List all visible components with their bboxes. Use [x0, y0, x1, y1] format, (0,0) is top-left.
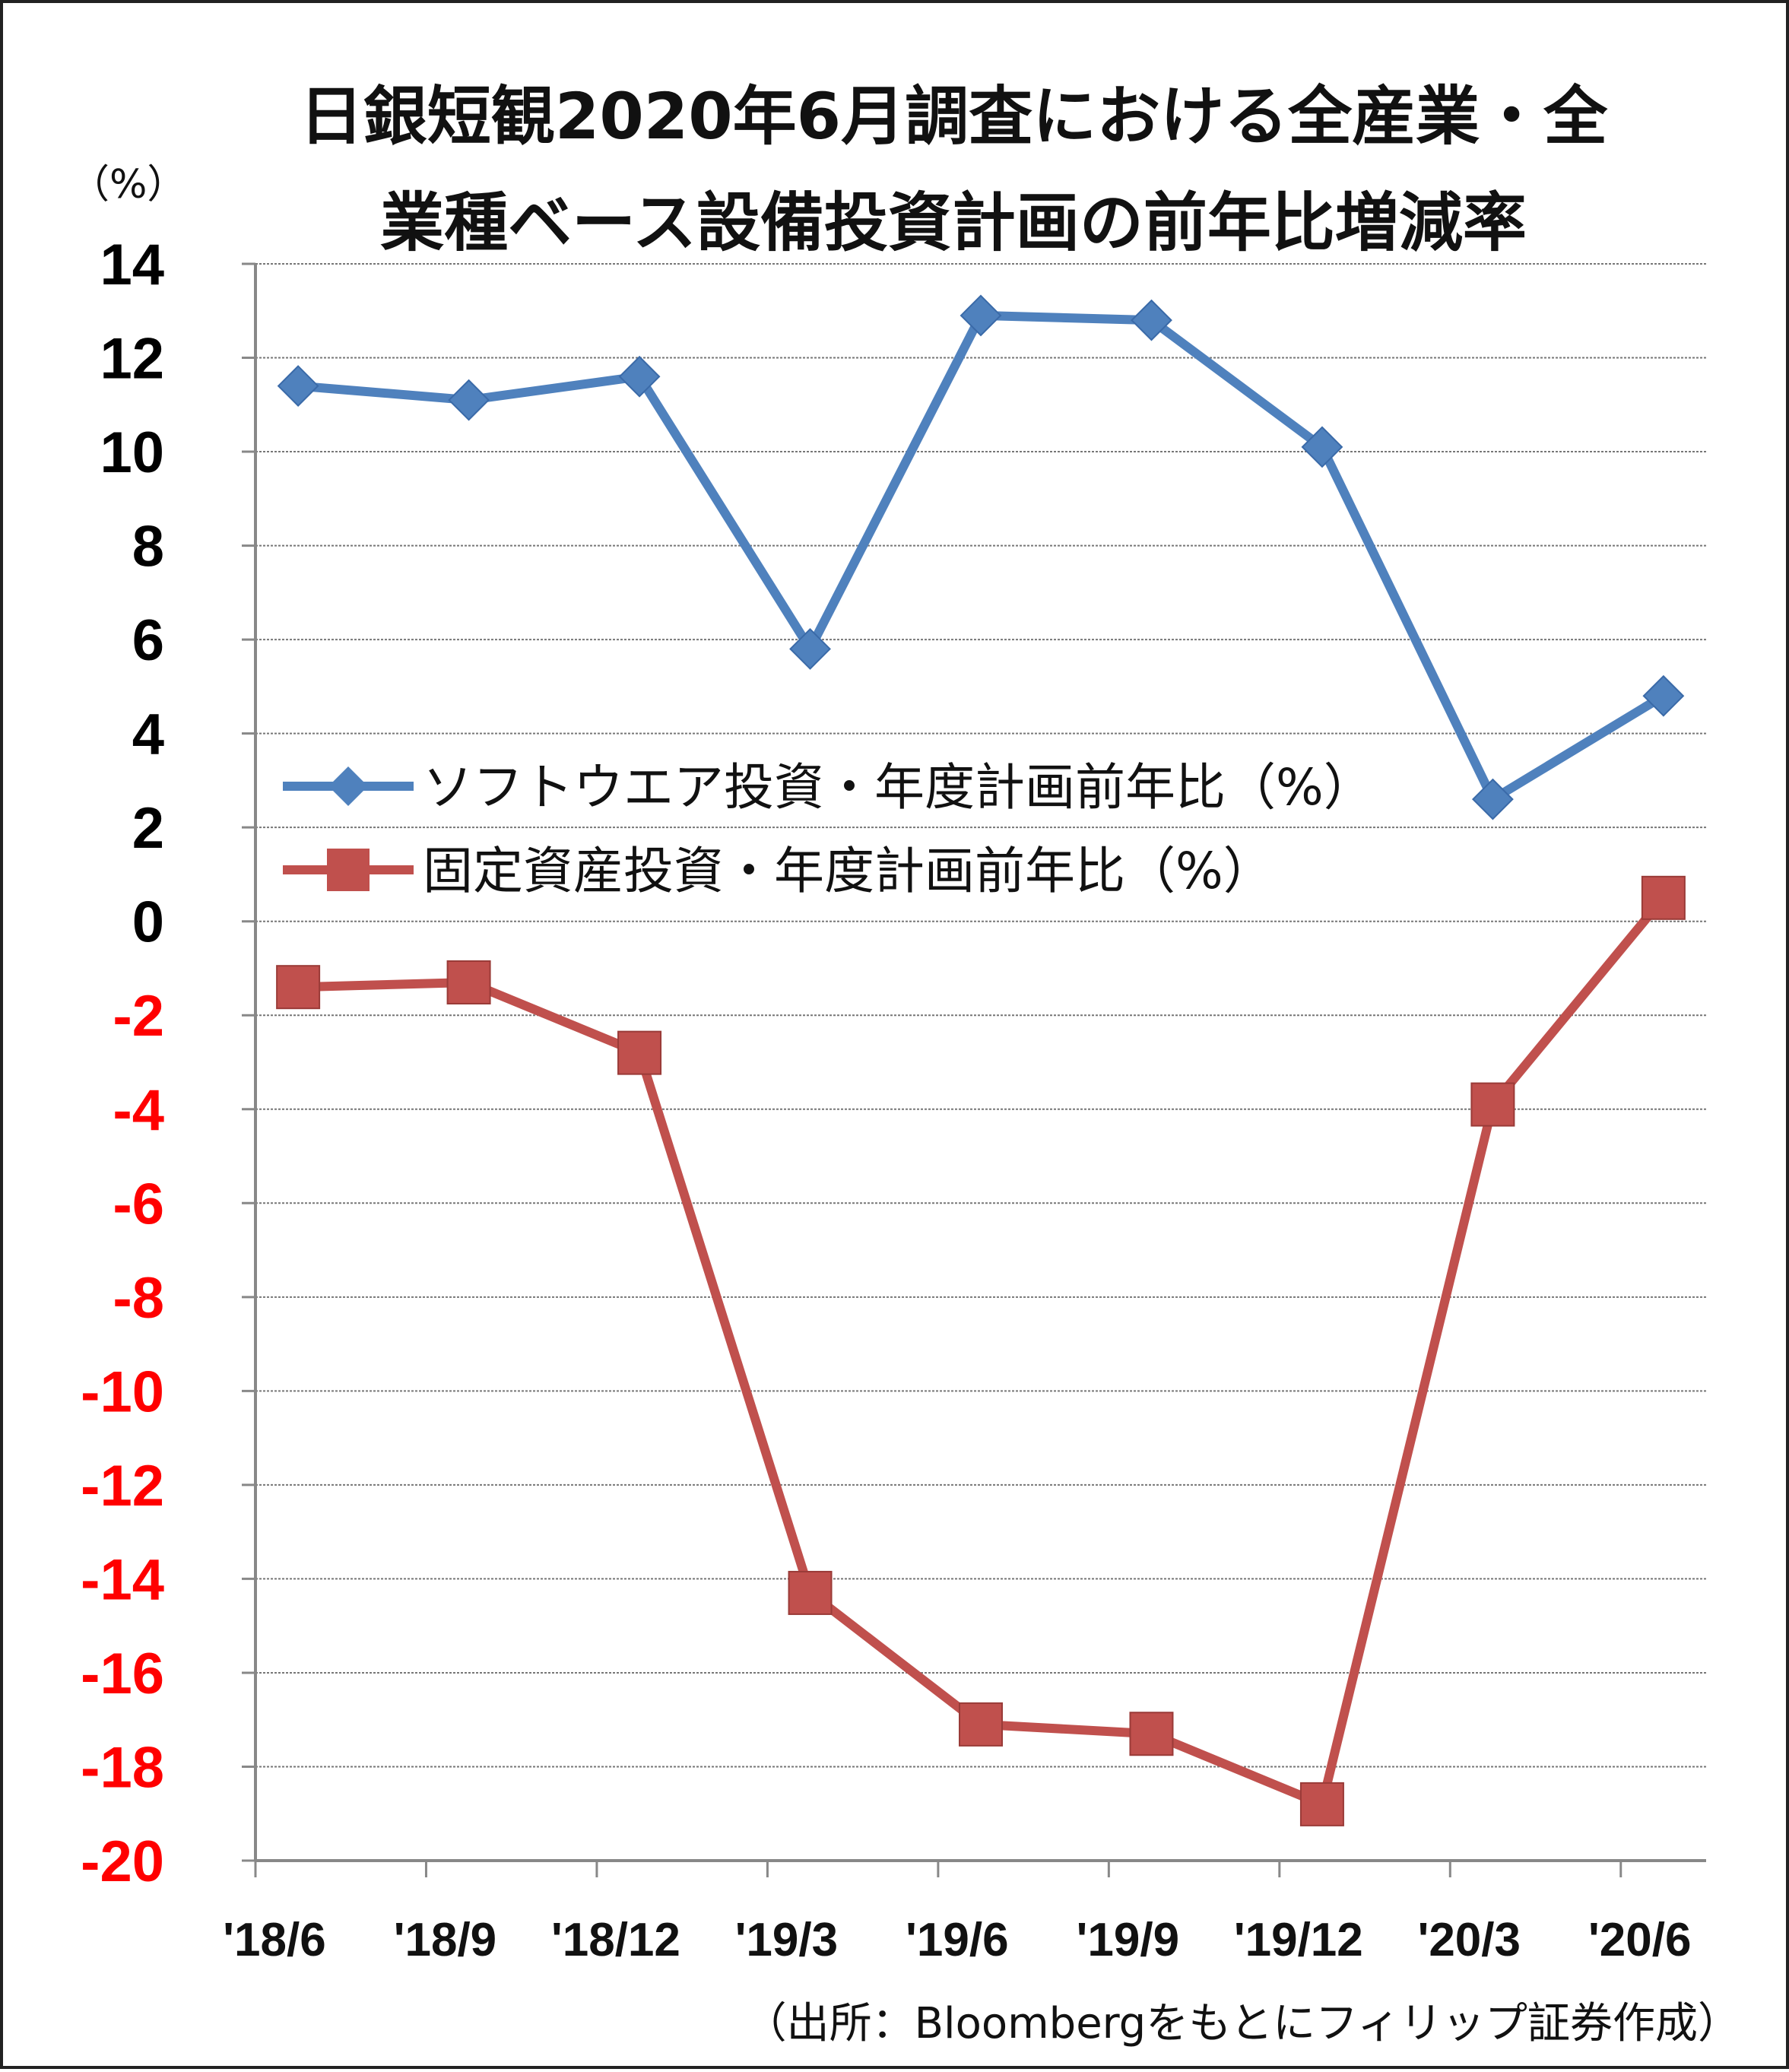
- y-tick-label: 0: [132, 890, 164, 955]
- data-point-diamond: [1131, 299, 1172, 341]
- chart-title-line-2: 業種ベース設備投資計画の前年比増減率: [380, 186, 1527, 260]
- data-point-square: [1470, 1082, 1515, 1127]
- y-axis-unit-label: （%）: [70, 162, 187, 208]
- y-tick-label: 6: [132, 608, 164, 673]
- data-point-diamond: [618, 355, 661, 398]
- x-tick-label: '20/6: [1588, 1914, 1691, 1966]
- y-tick-label: -6: [113, 1172, 164, 1236]
- data-point-square: [276, 965, 321, 1010]
- y-tick-label: 2: [132, 796, 164, 861]
- y-tick-label: 14: [100, 233, 164, 297]
- y-tick-label: 10: [100, 420, 164, 485]
- legend-label-2: 固定資産投資・年度計画前年比（%）: [423, 842, 1274, 900]
- x-tick-label: '19/3: [735, 1914, 838, 1966]
- data-point-square: [446, 960, 491, 1004]
- y-tick-label: -2: [113, 984, 164, 1049]
- data-point-square: [617, 1030, 662, 1075]
- data-point-diamond: [1642, 674, 1685, 717]
- legend-label-1: ソフトウエア投資・年度計画前年比（%）: [423, 758, 1374, 817]
- legend-marker-square: [327, 849, 370, 891]
- y-tick-label: 8: [132, 515, 164, 579]
- y-tick-label: -12: [81, 1454, 164, 1518]
- y-tick-label: 12: [100, 327, 164, 392]
- data-point-diamond: [1471, 778, 1514, 820]
- data-point-square: [959, 1702, 1003, 1747]
- y-tick-label: -4: [113, 1078, 164, 1143]
- x-tick-label: '18/6: [223, 1914, 325, 1966]
- y-tick-label: -16: [81, 1642, 164, 1706]
- data-point-diamond: [1301, 426, 1343, 468]
- x-tick-label: '18/12: [551, 1914, 680, 1966]
- source-note: （出所：Bloombergをもとにフィリップ証券作成）: [744, 1999, 1740, 2048]
- data-point-square: [788, 1570, 833, 1615]
- data-point-square: [1641, 875, 1686, 920]
- x-tick-label: '20/3: [1418, 1914, 1521, 1966]
- data-point-square: [1129, 1712, 1174, 1756]
- data-point-diamond: [448, 379, 490, 421]
- y-tick-label: -14: [81, 1547, 164, 1612]
- chart-title-line-1: 日銀短観2020年6月調査における全産業・全: [299, 79, 1608, 154]
- y-tick-label: -18: [81, 1735, 164, 1800]
- x-tick-label: '18/9: [394, 1914, 496, 1966]
- y-tick-label: -10: [81, 1360, 164, 1424]
- x-tick-label: '19/9: [1077, 1914, 1179, 1966]
- data-point-diamond: [960, 294, 1002, 337]
- x-tick-label: '19/6: [906, 1914, 1008, 1966]
- series-line-1: [297, 310, 1667, 804]
- line-chart: 14 12 10 8 6 4 2 0 -2 -4 -6 -8 -10 -12 -14 -16 -18 -20 '18…: [81, 233, 1706, 1966]
- y-tick-label: -8: [113, 1266, 164, 1331]
- x-tick-label: '19/12: [1234, 1914, 1363, 1966]
- legend-marker-diamond: [328, 766, 368, 806]
- data-point-diamond: [789, 628, 831, 670]
- y-tick-label: 4: [132, 703, 164, 767]
- data-point-square: [1299, 1782, 1344, 1826]
- y-tick-label: -20: [81, 1829, 164, 1894]
- series-line-2: [297, 894, 1667, 1809]
- data-point-diamond: [277, 365, 319, 408]
